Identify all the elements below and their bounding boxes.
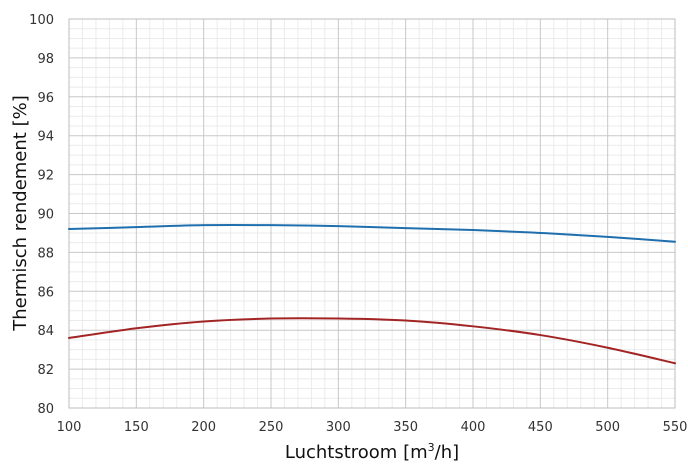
y-tick-labels: 80 82 84 86 88 90 92 94 96 98 100: [29, 13, 54, 417]
y-tick-label: 86: [37, 285, 54, 300]
y-tick-label: 90: [37, 208, 54, 223]
x-tick-label: 300: [326, 420, 351, 435]
y-tick-label: 82: [37, 363, 54, 378]
x-axis-title: Luchtstroom [m3/h]: [285, 441, 459, 463]
x-tick-label: 100: [57, 420, 82, 435]
x-tick-label: 200: [191, 420, 216, 435]
x-tick-label: 250: [259, 420, 284, 435]
x-tick-labels: 100 150 200 250 300 350 400 450 500 550: [57, 420, 688, 435]
y-tick-label: 94: [37, 130, 54, 145]
plot-frame: [68, 18, 676, 409]
x-tick-label: 350: [393, 420, 418, 435]
plot-area-border: [68, 18, 676, 409]
y-axis-title: Thermisch rendement [%]: [10, 95, 31, 331]
x-tick-label: 150: [124, 420, 149, 435]
y-tick-label: 84: [37, 324, 54, 339]
y-tick-label: 100: [29, 13, 54, 28]
y-tick-label: 80: [37, 402, 54, 417]
x-tick-label: 550: [663, 420, 688, 435]
series-lines: [68, 223, 676, 365]
y-tick-label: 92: [37, 169, 54, 184]
series-line-2: [68, 317, 676, 365]
x-tick-label: 450: [528, 420, 553, 435]
x-tick-label: 500: [595, 420, 620, 435]
y-tick-label: 98: [37, 52, 54, 67]
x-tick-label: 400: [461, 420, 486, 435]
y-tick-label: 96: [37, 91, 54, 106]
series-line-1: [68, 223, 676, 243]
y-tick-label: 88: [37, 246, 54, 261]
